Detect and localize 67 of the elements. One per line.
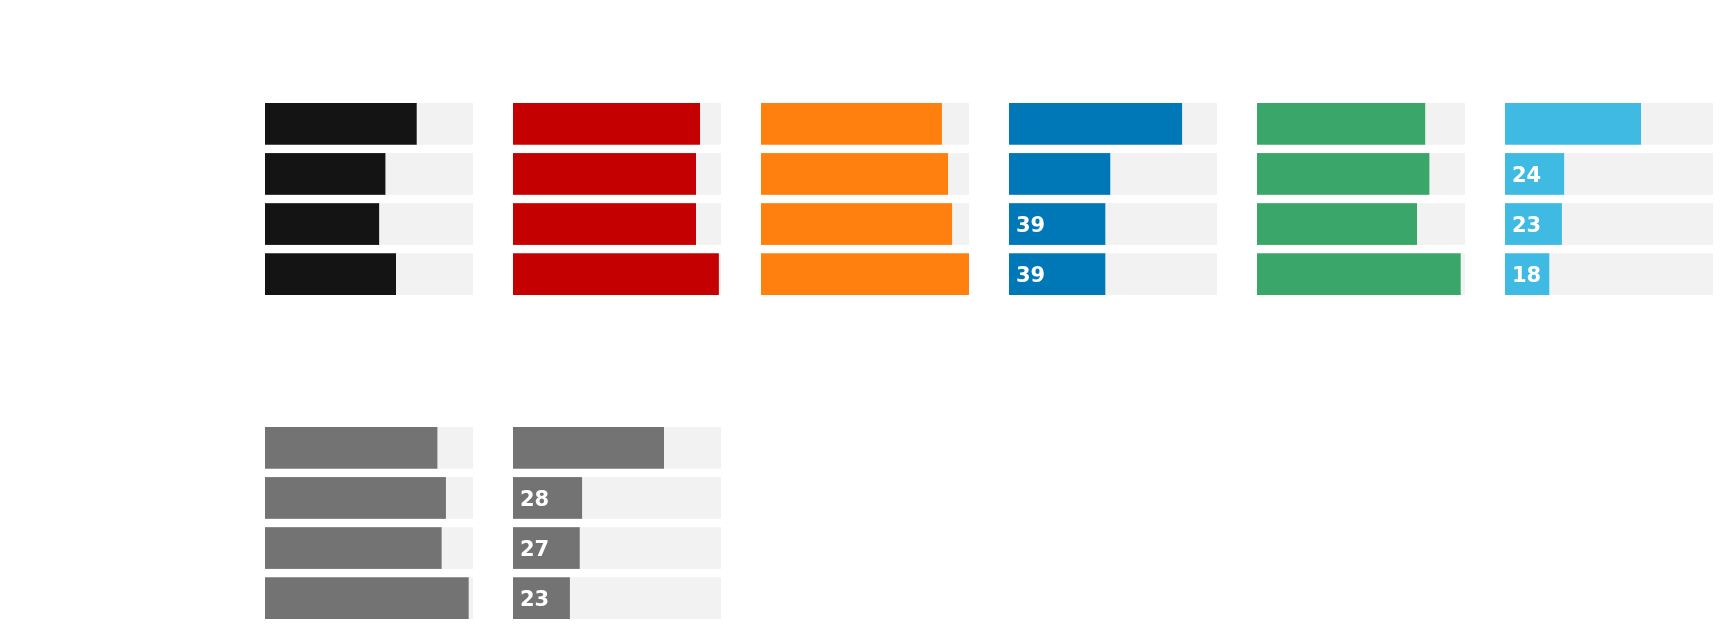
bar — [265, 203, 380, 245]
data-label: 28 — [520, 486, 550, 511]
bar — [582, 477, 721, 519]
bar — [468, 577, 473, 619]
bar — [1105, 203, 1217, 245]
bar — [952, 203, 969, 245]
bar — [1429, 153, 1465, 195]
bar — [513, 103, 701, 145]
bar — [761, 153, 949, 195]
bar — [1641, 103, 1713, 145]
bar — [1182, 103, 1217, 145]
bar — [941, 103, 969, 145]
bar — [1505, 103, 1642, 145]
bar — [513, 153, 697, 195]
bar — [513, 427, 665, 469]
bar — [761, 203, 953, 245]
bar — [1460, 253, 1465, 295]
bar — [1257, 253, 1461, 295]
bar — [761, 103, 942, 145]
bar — [513, 203, 697, 245]
bar — [1257, 153, 1430, 195]
data-label: 39 — [1016, 262, 1046, 287]
bar — [416, 103, 473, 145]
bar — [379, 203, 473, 245]
bar — [1549, 253, 1713, 295]
bar — [700, 103, 721, 145]
bar — [265, 577, 469, 619]
bar — [396, 253, 473, 295]
bar — [696, 203, 721, 245]
bar — [265, 527, 442, 569]
bar — [1009, 253, 1106, 295]
bar — [265, 153, 386, 195]
bar — [579, 527, 721, 569]
bar — [1257, 203, 1418, 245]
data-label: 24 — [1512, 162, 1542, 187]
bar — [761, 253, 969, 295]
data-label: 27 — [520, 536, 550, 561]
bar — [513, 477, 583, 519]
bar — [569, 577, 721, 619]
bar — [696, 153, 721, 195]
bar — [1009, 203, 1106, 245]
bar — [265, 103, 417, 145]
bar — [1417, 203, 1465, 245]
bar — [1110, 153, 1217, 195]
data-label: 23 — [520, 586, 550, 611]
data-label: 39 — [1016, 212, 1046, 237]
bar — [1257, 103, 1426, 145]
bar — [718, 253, 721, 295]
bar — [265, 427, 438, 469]
bar — [265, 253, 397, 295]
bar — [664, 427, 721, 469]
bar — [441, 527, 473, 569]
bar — [445, 477, 473, 519]
bar — [1009, 103, 1183, 145]
bar — [1105, 253, 1217, 295]
bar — [948, 153, 969, 195]
data-label: 23 — [1512, 212, 1542, 237]
bar — [265, 477, 446, 519]
bar — [437, 427, 473, 469]
bar — [385, 153, 473, 195]
bar — [513, 253, 719, 295]
bar — [513, 527, 580, 569]
bar — [1564, 153, 1713, 195]
bar — [1009, 153, 1111, 195]
bar — [1561, 203, 1713, 245]
bar — [1425, 103, 1465, 145]
data-label: 18 — [1512, 262, 1542, 287]
